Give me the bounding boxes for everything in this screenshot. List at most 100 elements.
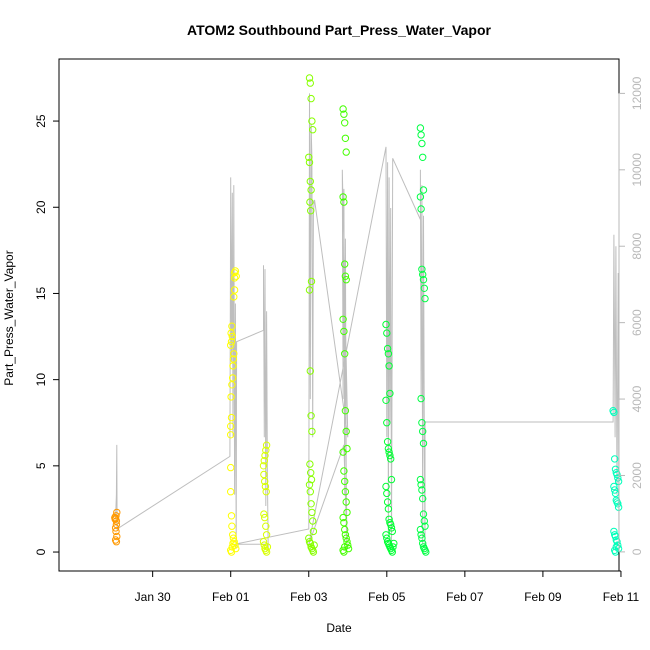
data-point [112, 512, 120, 520]
data-point [610, 408, 618, 417]
data-point [113, 532, 121, 541]
x-tick-label: Feb 07 [446, 590, 484, 604]
data-point [385, 515, 393, 523]
data-point [112, 520, 121, 529]
data-point [390, 539, 398, 548]
data-point [419, 270, 427, 279]
data-point [339, 193, 347, 201]
data-point [382, 482, 390, 491]
data-point [386, 451, 394, 460]
data-point [231, 267, 240, 275]
y-tick-label: 5 [34, 462, 48, 469]
data-point [227, 422, 235, 430]
data-point [416, 124, 425, 132]
data-point [611, 486, 619, 494]
data-point [309, 517, 317, 525]
data-point [418, 419, 426, 427]
data-point [230, 538, 238, 546]
data-point [610, 527, 618, 536]
data-point [259, 538, 268, 546]
series-7 [609, 407, 623, 556]
x-tick-label: Feb 01 [212, 590, 250, 604]
data-point [261, 477, 269, 486]
data-point [387, 524, 396, 532]
data-point [419, 427, 427, 436]
data-point [263, 543, 272, 551]
y-axis-label: Part_Press_Water_Vapor [2, 250, 16, 385]
chart-title: ATOM2 Southbound Part_Press_Water_Vapor [187, 22, 491, 38]
data-point [388, 548, 396, 556]
data-point [418, 139, 426, 148]
data-point [227, 329, 235, 337]
data-point [610, 482, 618, 491]
data-point [229, 362, 237, 370]
data-point [339, 448, 347, 456]
data-point [340, 548, 348, 556]
data-point [306, 539, 314, 548]
data-point [417, 394, 425, 403]
series-1 [227, 267, 240, 556]
y2-tick-label: 0 [630, 548, 644, 555]
y2-tick-label: 8000 [630, 233, 644, 260]
data-point [342, 276, 350, 284]
data-point [420, 517, 428, 525]
data-point [229, 531, 237, 539]
series-0 [111, 508, 121, 546]
y-axis-left: 0 5 10 15 20 25 [34, 114, 60, 555]
data-point [308, 117, 316, 125]
data-point [228, 322, 236, 330]
data-point [419, 276, 428, 284]
data-point [387, 455, 395, 463]
data-point [388, 527, 396, 536]
data-point [262, 441, 271, 449]
data-point [262, 531, 271, 539]
data-point [342, 498, 350, 506]
data-point [382, 531, 390, 539]
data-point [421, 294, 429, 303]
data-point [309, 548, 318, 556]
data-point [417, 205, 425, 213]
data-point [340, 327, 348, 336]
x-tick-label: Feb 05 [368, 590, 406, 604]
data-point [227, 548, 236, 556]
data-point [383, 344, 392, 353]
data-point [307, 500, 315, 508]
x-tick-label: Jan 30 [135, 590, 171, 604]
data-point [305, 74, 314, 82]
data-point [340, 519, 348, 527]
data-point [340, 198, 348, 206]
data-point [261, 482, 270, 491]
x-tick-label: Feb 03 [290, 590, 328, 604]
data-point [385, 448, 393, 456]
data-point [230, 350, 238, 358]
data-point [611, 455, 619, 463]
data-point [386, 389, 394, 398]
data-point [418, 534, 426, 542]
data-point [306, 460, 314, 468]
data-point [342, 427, 350, 436]
data-point [230, 293, 238, 301]
data-point [305, 158, 314, 167]
data-point [416, 193, 425, 201]
data-point [306, 367, 314, 375]
data-point [383, 329, 391, 337]
data-point [418, 265, 426, 273]
data-point [112, 527, 120, 536]
data-point [262, 548, 271, 556]
data-point [341, 272, 350, 280]
data-point [339, 513, 347, 522]
x-axis-label: Date [326, 621, 352, 635]
data-point [306, 79, 314, 87]
y-tick-label: 10 [34, 373, 48, 387]
data-point [112, 538, 121, 546]
data-point [417, 131, 425, 139]
data-point [613, 538, 621, 546]
x-tick-label: Feb 09 [524, 590, 562, 604]
data-point [341, 119, 349, 127]
data-point [306, 198, 314, 206]
series-3 [305, 74, 318, 556]
data-point [227, 431, 235, 439]
data-point [306, 488, 314, 496]
y-tick-label: 15 [34, 286, 48, 300]
